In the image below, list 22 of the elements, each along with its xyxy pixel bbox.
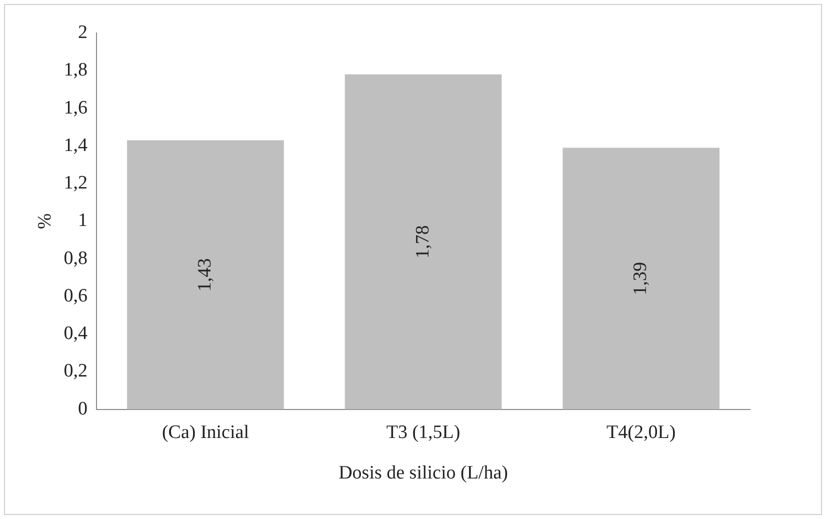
y-tick-label: 0 [78,398,88,420]
x-tick-label: T4(2,0L) [606,422,676,443]
y-tick-label: 0,6 [64,285,88,306]
y-tick-label: 0,4 [64,323,88,344]
bar [127,140,284,410]
y-tick-label: 1,6 [64,97,88,118]
data-label: 1,78 [412,225,434,259]
y-tick-label: 1,4 [64,134,88,156]
data-label: 1,39 [630,262,652,296]
bar [344,74,502,410]
x-axis-title: Dosis de silicio (L/ha) [338,462,508,484]
y-tick-label: 1,8 [64,60,88,81]
x-tick-label: T3 (1,5L) [386,422,460,443]
y-tick-label: 1,2 [64,172,88,194]
y-tick-label: 0,2 [64,360,88,382]
bar [562,148,720,410]
data-label: 1,43 [194,258,216,292]
y-axis-title: % [34,213,56,230]
y-tick-label: 0,8 [64,248,88,269]
y-tick-label: 2 [78,22,88,43]
y-tick-label: 1 [78,210,88,232]
x-tick-label: (Ca) Inicial [162,422,249,443]
